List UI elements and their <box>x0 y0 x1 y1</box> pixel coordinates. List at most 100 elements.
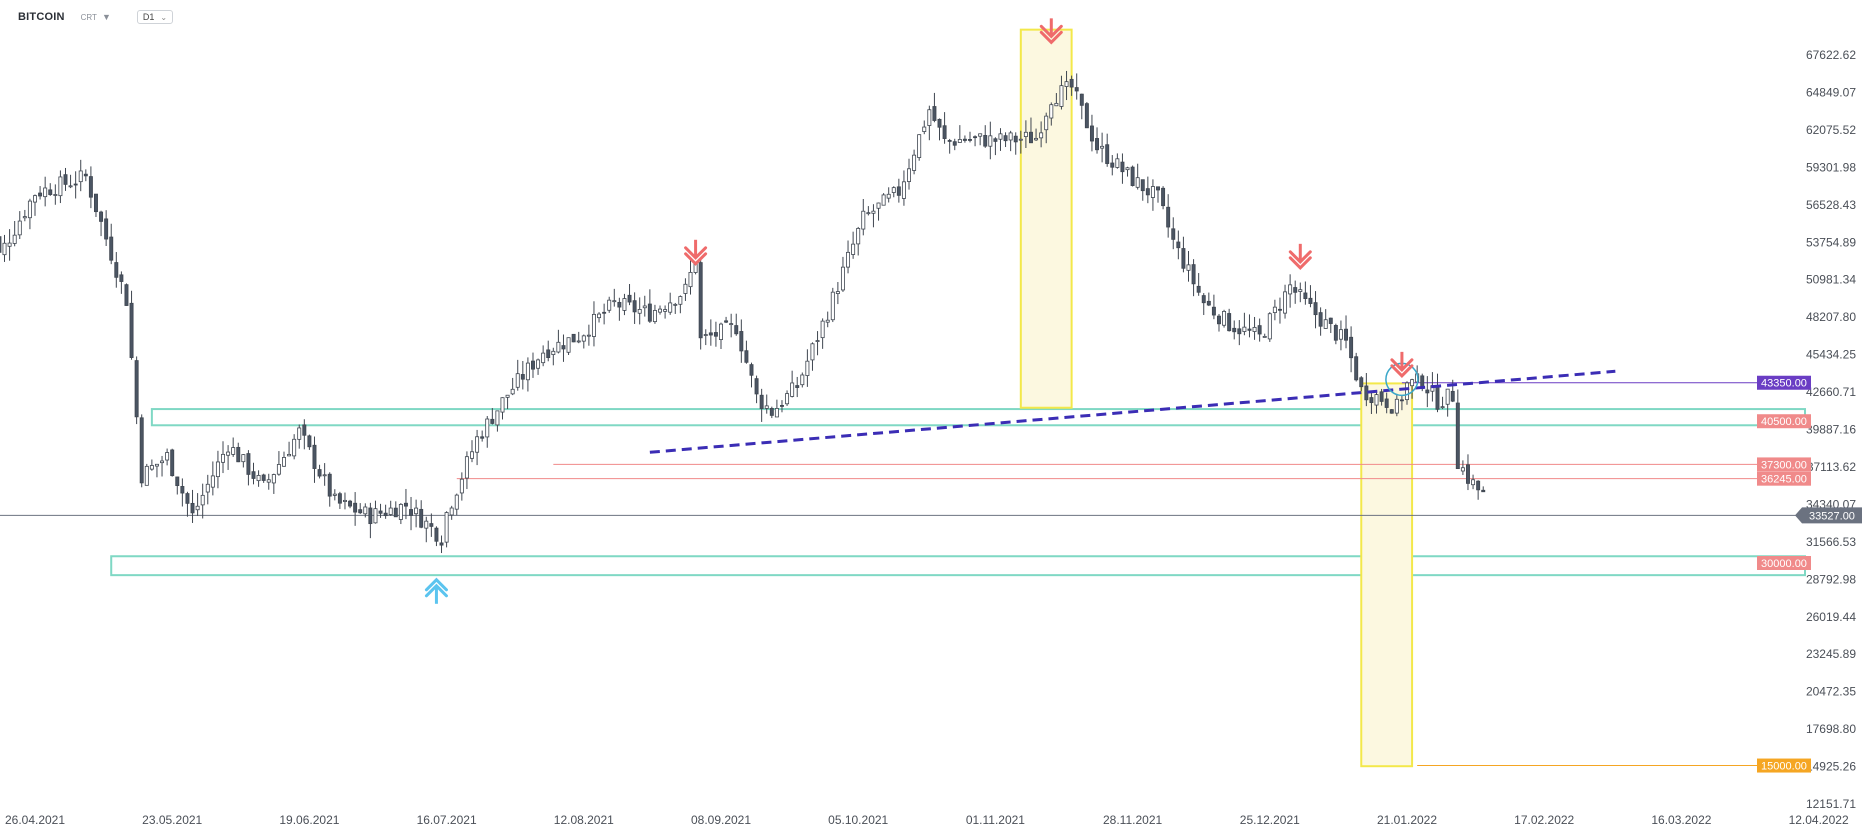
market-type-label[interactable]: CRT <box>80 13 97 22</box>
level-tag: 40500.00 <box>1757 414 1811 429</box>
chevron-down-icon: ⌄ <box>160 12 168 22</box>
candle-body <box>1227 313 1232 332</box>
market-type-caret-icon[interactable]: ▼ <box>101 12 111 22</box>
candle-body <box>48 189 53 195</box>
candle-body <box>1369 397 1374 403</box>
candle-body <box>617 301 622 308</box>
candle-body <box>780 405 784 407</box>
sell-arrow-icon <box>1288 243 1312 270</box>
candle-body <box>246 453 251 475</box>
candle-body <box>58 176 63 197</box>
arrow-chevron <box>1039 24 1063 39</box>
candle-body <box>541 352 546 364</box>
candle-body <box>1039 132 1044 139</box>
candle-body <box>1308 297 1313 304</box>
candle-body <box>256 475 261 482</box>
candle-body <box>1064 81 1069 87</box>
candle-body <box>1115 158 1120 168</box>
level-tag-bg <box>1757 375 1811 390</box>
candle-body <box>937 118 942 128</box>
y-tick-label: 67622.62 <box>1806 48 1856 62</box>
candle-body <box>1440 406 1445 409</box>
level-tag-label: 37300.00 <box>1761 459 1807 471</box>
candle-body <box>1186 264 1191 271</box>
level-tag-label: 30000.00 <box>1761 558 1807 570</box>
candle-body <box>820 320 825 339</box>
candle-body <box>886 193 891 199</box>
candle-body <box>292 438 297 457</box>
candle-body <box>1079 93 1084 106</box>
candle-body <box>226 451 231 456</box>
candle-body <box>12 234 17 244</box>
candle-body <box>729 323 734 326</box>
y-tick-label: 59301.98 <box>1806 160 1856 174</box>
candle-body <box>973 136 978 139</box>
candle-body <box>1181 248 1186 269</box>
candle-body <box>1349 336 1354 359</box>
buy-arrow-icon <box>424 577 448 604</box>
arrow-chevron <box>424 583 448 598</box>
symbol-label: BITCOIN <box>18 11 65 23</box>
candle-body <box>215 461 220 478</box>
candle-body <box>515 373 520 388</box>
level-tag-bg <box>1757 457 1811 472</box>
candle-body <box>459 478 464 494</box>
candle-body <box>896 186 901 196</box>
candle-body <box>236 446 241 463</box>
candle-body <box>1191 264 1196 285</box>
candle-body <box>988 135 993 147</box>
candle-body <box>561 345 566 350</box>
current-price-label: 33527.00 <box>1809 510 1855 522</box>
candle-body <box>1445 388 1450 405</box>
candle-body <box>1338 329 1343 340</box>
candle-body <box>332 493 337 496</box>
candle-body <box>83 173 88 177</box>
candle-body <box>719 323 723 340</box>
candle-body <box>1049 104 1054 119</box>
trendline <box>649 369 1616 454</box>
candle-body <box>1171 228 1176 240</box>
candle-body <box>88 176 93 198</box>
zones-layer <box>110 28 1807 768</box>
sell-arrow-icon <box>684 239 708 266</box>
candle-body <box>764 405 769 409</box>
x-tick-label: 08.09.2021 <box>691 813 751 827</box>
candle-body <box>912 154 917 171</box>
candle-body <box>124 284 129 306</box>
candle-body <box>1466 464 1470 484</box>
candle-body <box>698 262 703 339</box>
candle-body <box>424 520 429 529</box>
level-tag-label: 43350.00 <box>1761 378 1807 390</box>
candle-body <box>221 453 225 463</box>
candle-body <box>861 210 866 230</box>
candle-body <box>429 523 434 527</box>
chart-toolbar: BITCOIN CRT ▼ D1 ⌄ <box>0 0 618 34</box>
candle-body <box>104 218 109 240</box>
candle-body <box>1140 179 1145 192</box>
candle-body <box>439 542 444 546</box>
candle-body <box>434 527 439 542</box>
candle-body <box>708 332 713 336</box>
candle-body <box>1206 300 1211 306</box>
level-tag-bg <box>1757 471 1811 486</box>
candle-body <box>1089 125 1094 142</box>
y-tick-label: 48207.80 <box>1806 310 1856 324</box>
candle-body <box>1389 409 1394 414</box>
candle-body <box>68 185 73 188</box>
candle-body <box>1399 399 1404 402</box>
level-tag-label: 40500.00 <box>1761 416 1807 428</box>
arrow-chevron <box>1390 364 1414 378</box>
candle-body <box>449 507 454 516</box>
timeframe-select[interactable]: D1 ⌄ <box>136 10 174 24</box>
support-zone <box>110 555 1807 577</box>
candle-body <box>536 359 541 369</box>
x-tick-label: 16.07.2021 <box>417 813 477 827</box>
candle-body <box>1318 312 1323 327</box>
y-tick-label: 28792.98 <box>1806 572 1856 586</box>
candle-body <box>307 435 312 448</box>
candle-body <box>388 507 393 515</box>
candle-body <box>1262 335 1267 338</box>
candle-body <box>195 505 200 511</box>
candle-body <box>978 133 983 137</box>
